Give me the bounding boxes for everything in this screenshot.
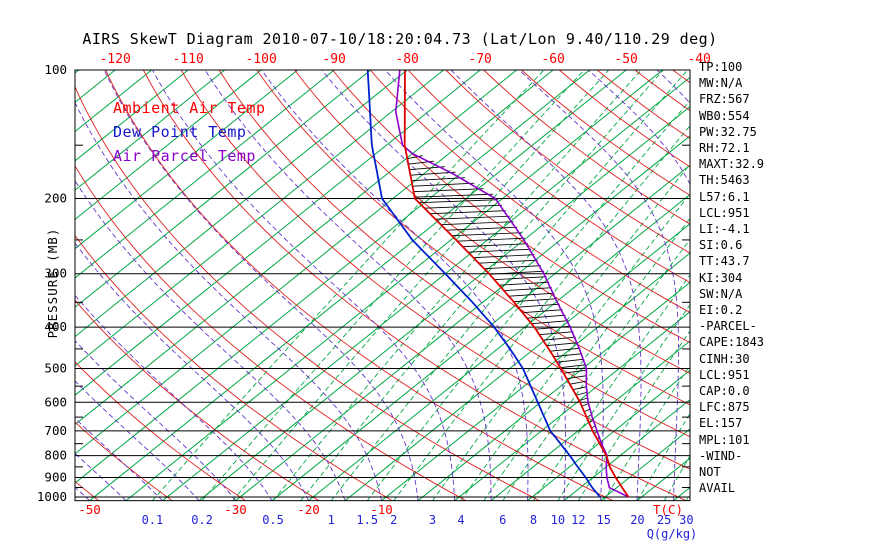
legend: Ambient Air Temp Dew Point Temp Air Parcel… bbox=[113, 96, 266, 168]
svg-text:-100: -100 bbox=[245, 52, 276, 67]
svg-text:30: 30 bbox=[679, 513, 693, 527]
bottom-temp-labels: -50 -30 -20 -10 T(C) bbox=[78, 502, 683, 517]
svg-text:25: 25 bbox=[657, 513, 671, 527]
stat-line: LFC:875 bbox=[699, 400, 750, 415]
svg-text:10: 10 bbox=[551, 513, 565, 527]
stat-line: AVAIL bbox=[699, 481, 736, 496]
chart-title: AIRS SkewT Diagram 2010-07-10/18:20:04.7… bbox=[82, 30, 718, 48]
stat-line: MAXT:32.9 bbox=[699, 157, 765, 172]
stat-line: CAP:0.0 bbox=[699, 384, 750, 399]
stat-line: L57:6.1 bbox=[699, 189, 750, 204]
svg-text:800: 800 bbox=[44, 448, 67, 463]
stat-line: RH:72.1 bbox=[699, 141, 750, 156]
svg-text:-70: -70 bbox=[468, 52, 491, 67]
svg-text:-110: -110 bbox=[172, 52, 203, 67]
svg-text:20: 20 bbox=[630, 513, 644, 527]
svg-text:15: 15 bbox=[597, 513, 611, 527]
stat-line: LCL:951 bbox=[699, 367, 750, 382]
svg-text:-50: -50 bbox=[78, 502, 101, 517]
stat-line: WB0:554 bbox=[699, 108, 750, 123]
svg-text:PRESSURE (MB): PRESSURE (MB) bbox=[45, 228, 60, 339]
svg-text:-90: -90 bbox=[322, 52, 345, 67]
svg-text:4: 4 bbox=[457, 513, 464, 527]
svg-text:2: 2 bbox=[390, 513, 397, 527]
stat-line: -PARCEL- bbox=[699, 319, 757, 334]
svg-text:-80: -80 bbox=[395, 52, 418, 67]
svg-text:Q(g/kg): Q(g/kg) bbox=[647, 527, 698, 541]
top-axis-labels: -120 -110 -100 -90 -80 -70 -60 -50 -40 bbox=[99, 52, 710, 67]
stat-line: CAPE:1843 bbox=[699, 335, 765, 350]
svg-text:500: 500 bbox=[44, 360, 67, 375]
svg-text:0.1: 0.1 bbox=[142, 513, 164, 527]
legend-item-air-parcel-temp: Air Parcel Temp bbox=[113, 147, 256, 165]
dewpoint-curve bbox=[366, 70, 601, 498]
svg-text:900: 900 bbox=[44, 469, 67, 484]
pressure-axis-title: PRESSURE (MB) bbox=[45, 228, 60, 339]
svg-text:1000: 1000 bbox=[37, 489, 67, 504]
dry-adiabat-lines bbox=[75, 70, 690, 501]
svg-text:-40: -40 bbox=[687, 52, 710, 67]
legend-item-ambient-air-temp: Ambient Air Temp bbox=[113, 99, 266, 117]
plot-frame bbox=[74, 69, 691, 502]
stat-line: FRZ:567 bbox=[699, 92, 750, 107]
stat-line: SI:0.6 bbox=[699, 238, 743, 253]
stat-line: CINH:30 bbox=[699, 351, 750, 366]
stat-line: NOT bbox=[699, 465, 721, 480]
stat-line: LCL:951 bbox=[699, 205, 750, 220]
svg-text:6: 6 bbox=[499, 513, 506, 527]
svg-text:3: 3 bbox=[429, 513, 436, 527]
svg-text:T(C): T(C) bbox=[653, 502, 683, 517]
svg-text:-10: -10 bbox=[370, 502, 393, 517]
svg-text:300: 300 bbox=[44, 266, 67, 281]
stat-line: MPL:101 bbox=[699, 432, 750, 447]
svg-text:-50: -50 bbox=[614, 52, 637, 67]
legend-item-dew-point-temp: Dew Point Temp bbox=[113, 123, 247, 141]
stat-line: EI:0.2 bbox=[699, 303, 743, 318]
stat-line: TH:5463 bbox=[699, 173, 750, 188]
svg-text:-30: -30 bbox=[224, 502, 247, 517]
stat-line: TP:100 bbox=[699, 60, 743, 74]
mixing-ratio-axis-labels: 0.1 0.2 0.5 1 1.5 2 3 4 6 8 10 12 15 20 25 30Q(g/kg) bbox=[142, 513, 698, 541]
svg-text:400: 400 bbox=[44, 319, 67, 334]
ambient-temp-curve bbox=[403, 70, 630, 498]
stat-line: TT:43.7 bbox=[699, 254, 750, 269]
stat-line: PW:32.75 bbox=[699, 124, 757, 139]
stat-line: SW:N/A bbox=[699, 286, 743, 301]
parcel-curve bbox=[394, 70, 629, 498]
svg-text:-120: -120 bbox=[99, 52, 130, 67]
stat-line: KI:304 bbox=[699, 270, 743, 285]
svg-text:8: 8 bbox=[530, 513, 537, 527]
stat-line: EL:157 bbox=[699, 416, 743, 431]
pressure-axis-labels: 100 200 300 400 500 600 700 800 900 1000 bbox=[37, 62, 67, 504]
svg-text:100: 100 bbox=[44, 62, 67, 77]
svg-text:12: 12 bbox=[571, 513, 585, 527]
svg-text:200: 200 bbox=[44, 191, 67, 206]
svg-text:0.5: 0.5 bbox=[262, 513, 284, 527]
moist-adiabat-lines bbox=[75, 70, 690, 501]
svg-text:600: 600 bbox=[44, 394, 67, 409]
svg-text:700: 700 bbox=[44, 423, 67, 438]
stats-panel: TP:100 MW:N/A FRZ:567 WB0:554 PW:32.75 RH:72.… bbox=[699, 59, 764, 496]
svg-text:-20: -20 bbox=[297, 502, 320, 517]
svg-text:1: 1 bbox=[328, 513, 335, 527]
svg-text:-60: -60 bbox=[541, 52, 564, 67]
stat-line: -WIND- bbox=[699, 448, 743, 463]
svg-text:1.5: 1.5 bbox=[356, 513, 378, 527]
stat-line: LI:-4.1 bbox=[699, 222, 750, 237]
svg-text:0.2: 0.2 bbox=[191, 513, 213, 527]
stat-line: MW:N/A bbox=[699, 76, 743, 91]
